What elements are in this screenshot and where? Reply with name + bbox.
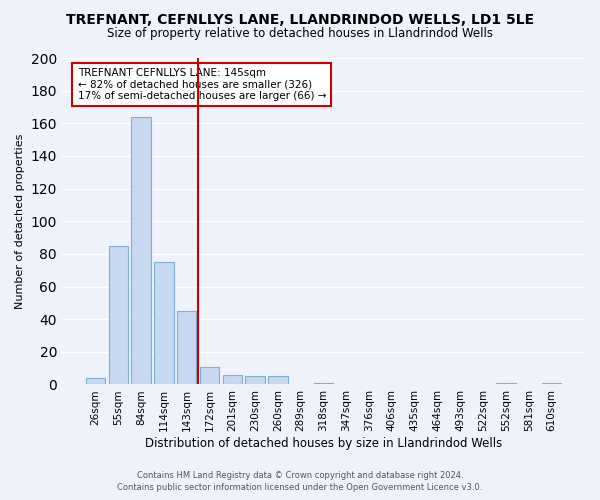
- Text: TREFNANT CEFNLLYS LANE: 145sqm
← 82% of detached houses are smaller (326)
17% of: TREFNANT CEFNLLYS LANE: 145sqm ← 82% of …: [77, 68, 326, 101]
- Bar: [177, 311, 196, 384]
- Y-axis label: Number of detached properties: Number of detached properties: [15, 134, 25, 309]
- Bar: [86, 378, 105, 384]
- Bar: [268, 376, 287, 384]
- Bar: [154, 262, 173, 384]
- Bar: [109, 246, 128, 384]
- Text: TREFNANT, CEFNLLYS LANE, LLANDRINDOD WELLS, LD1 5LE: TREFNANT, CEFNLLYS LANE, LLANDRINDOD WEL…: [66, 12, 534, 26]
- Bar: [496, 383, 515, 384]
- Text: Size of property relative to detached houses in Llandrindod Wells: Size of property relative to detached ho…: [107, 28, 493, 40]
- Bar: [131, 117, 151, 384]
- Bar: [200, 366, 219, 384]
- Bar: [245, 376, 265, 384]
- Bar: [223, 374, 242, 384]
- Bar: [314, 383, 333, 384]
- Text: Contains HM Land Registry data © Crown copyright and database right 2024.
Contai: Contains HM Land Registry data © Crown c…: [118, 471, 482, 492]
- Bar: [542, 383, 561, 384]
- X-axis label: Distribution of detached houses by size in Llandrindod Wells: Distribution of detached houses by size …: [145, 437, 502, 450]
